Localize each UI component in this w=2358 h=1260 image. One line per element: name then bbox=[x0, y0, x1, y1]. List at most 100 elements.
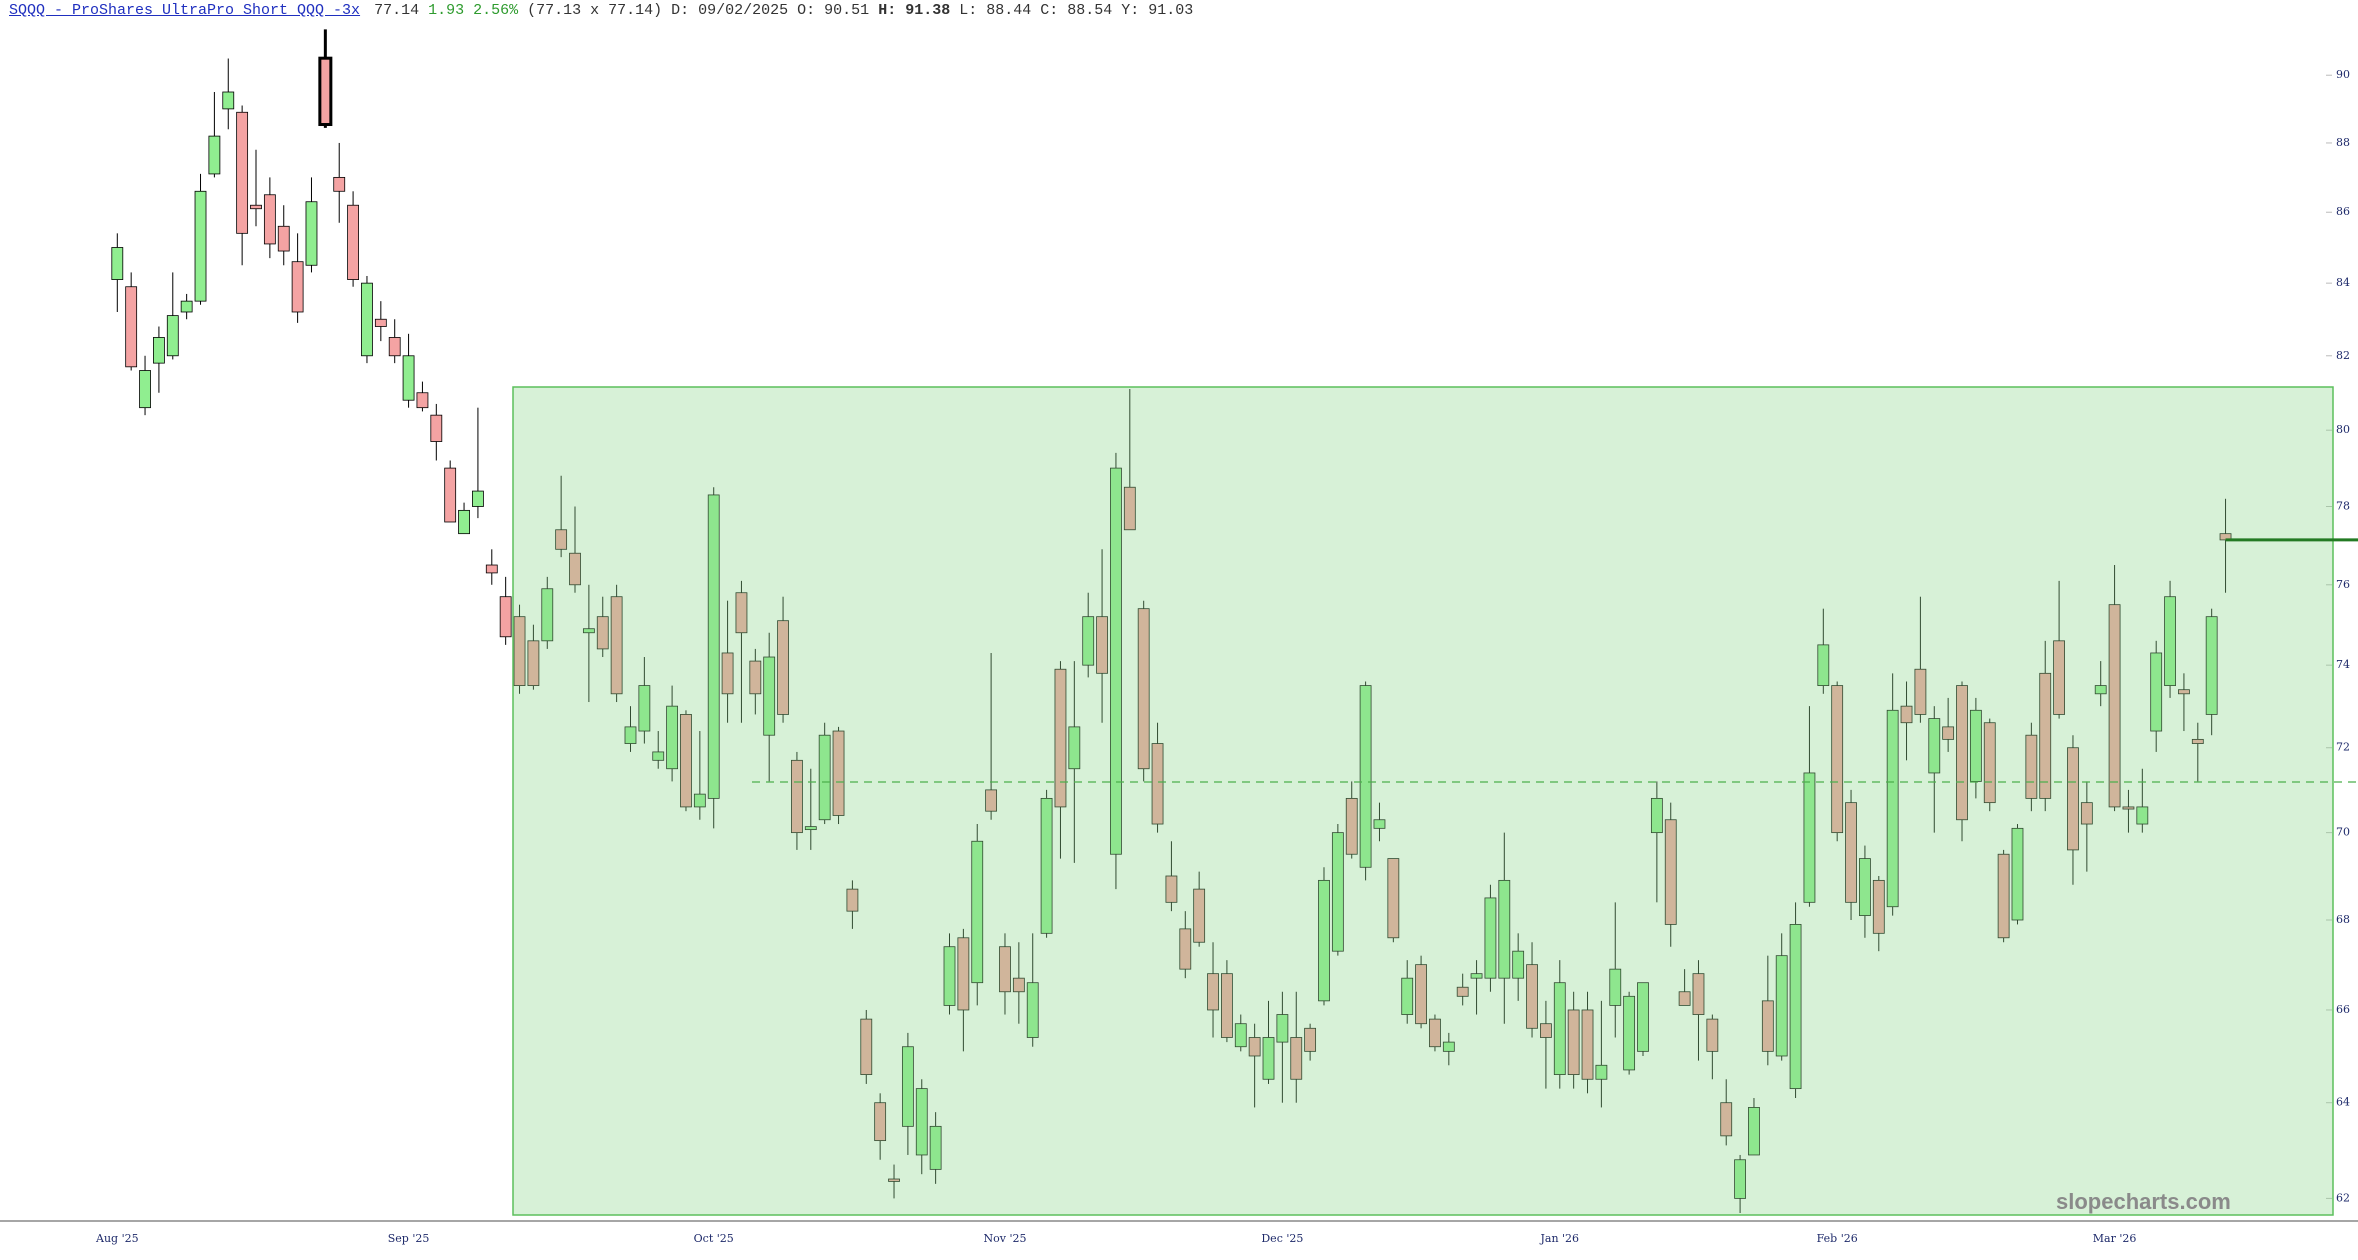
candle-body bbox=[236, 111, 249, 234]
candle-body bbox=[2108, 604, 2121, 808]
candle-body bbox=[985, 789, 998, 812]
candle-body bbox=[1193, 888, 1206, 943]
candle-body bbox=[1456, 986, 1469, 997]
y-tick-label: 78 bbox=[2336, 499, 2350, 512]
candle-body bbox=[2150, 652, 2163, 732]
y-tick-label: 66 bbox=[2336, 1003, 2350, 1016]
candle-body bbox=[763, 656, 776, 736]
candle-body bbox=[1054, 668, 1067, 808]
candle-body bbox=[1096, 616, 1108, 674]
candle-body bbox=[1637, 982, 1649, 1052]
quote: (77.13 x 77.14) bbox=[527, 2, 663, 19]
candle-body bbox=[1262, 1037, 1275, 1080]
candle-body bbox=[1359, 685, 1372, 868]
open: O: 90.51 bbox=[797, 2, 870, 19]
candle-body bbox=[1775, 955, 1788, 1057]
axes: 62 64 66 68 70 72 74 76 78 80 82 84 86 88 90 Aug '25 Sep… bbox=[95, 68, 2350, 1245]
x-tick-label: Nov '25 bbox=[983, 1232, 1026, 1245]
candle-body bbox=[804, 826, 817, 831]
candle-body bbox=[305, 201, 318, 266]
candle-body bbox=[263, 194, 276, 245]
candle-body bbox=[1664, 819, 1677, 925]
candle-body bbox=[915, 1088, 928, 1156]
candle-body bbox=[1609, 968, 1622, 1006]
y-tick-label: 84 bbox=[2336, 276, 2350, 289]
candle-body bbox=[1512, 950, 1525, 979]
candle-body bbox=[1720, 1102, 1733, 1137]
candle-body bbox=[1761, 1000, 1774, 1052]
x-tick-label: Mar '26 bbox=[2093, 1232, 2137, 1245]
candle-body bbox=[2039, 672, 2052, 799]
y-tick-label: 76 bbox=[2336, 578, 2350, 591]
candle-body bbox=[277, 225, 290, 252]
y-tick-label: 88 bbox=[2336, 136, 2350, 149]
candle-body bbox=[1207, 973, 1219, 1011]
y-tick-label: 72 bbox=[2336, 741, 2350, 754]
candle-body bbox=[1110, 467, 1122, 855]
candle-body bbox=[1415, 964, 1427, 1025]
candle-body bbox=[1803, 772, 1816, 903]
candle-body bbox=[1581, 1009, 1594, 1080]
candle-body bbox=[1748, 1107, 1760, 1156]
candle-body bbox=[111, 247, 124, 280]
x-tick-label: Aug '25 bbox=[95, 1232, 139, 1245]
candle-body bbox=[569, 552, 581, 586]
candle-body bbox=[1623, 995, 1636, 1071]
symbol-link[interactable]: SQQQ - ProShares UltraPro Short QQQ -3x bbox=[9, 2, 361, 19]
candle-body bbox=[1678, 991, 1691, 1006]
candle-body bbox=[458, 509, 470, 535]
candle-body bbox=[430, 414, 443, 442]
candle-body bbox=[1276, 1014, 1289, 1043]
candle-body bbox=[1012, 977, 1025, 993]
candle-body bbox=[485, 564, 498, 574]
candle-body bbox=[444, 467, 457, 523]
close: C: 88.54 bbox=[1040, 2, 1113, 19]
candle-body bbox=[2136, 806, 2149, 825]
candle-body bbox=[791, 759, 803, 834]
candle-body bbox=[971, 840, 984, 984]
candle-body bbox=[624, 726, 637, 744]
candle-body bbox=[1123, 486, 1136, 531]
candle-body bbox=[957, 937, 970, 1011]
low: L: 88.44 bbox=[959, 2, 1032, 19]
candle-body bbox=[1831, 685, 1844, 834]
candle-body bbox=[2178, 689, 2190, 695]
candle-body bbox=[596, 616, 609, 650]
candle-body bbox=[582, 628, 595, 634]
candle-body bbox=[846, 888, 859, 912]
candle-body bbox=[888, 1178, 900, 1182]
candle-body bbox=[180, 300, 193, 313]
candle-body bbox=[1983, 722, 1996, 804]
candle-body bbox=[777, 620, 789, 715]
y-tick-label: 80 bbox=[2336, 423, 2350, 436]
candle-body bbox=[2122, 806, 2135, 810]
candle-body bbox=[166, 315, 179, 357]
candle-body bbox=[1734, 1159, 1746, 1199]
candle-body bbox=[333, 176, 346, 192]
candle-body bbox=[1526, 964, 1538, 1029]
candle-body bbox=[860, 1018, 873, 1075]
candle-body bbox=[693, 793, 706, 808]
candle-body bbox=[208, 135, 221, 175]
y-tick-label: 82 bbox=[2336, 349, 2350, 362]
candle-body bbox=[1290, 1037, 1303, 1080]
change-pct: 2.56% bbox=[473, 2, 519, 19]
candle-body bbox=[222, 91, 235, 110]
high: H: 91.38 bbox=[878, 2, 951, 19]
candle-body bbox=[139, 370, 151, 409]
candle-body bbox=[999, 946, 1011, 993]
candle-body bbox=[1845, 802, 1857, 903]
candle-body bbox=[943, 946, 956, 1006]
candle-body bbox=[361, 282, 373, 357]
y-tick-label: 64 bbox=[2336, 1096, 2350, 1109]
y-tick-label: 74 bbox=[2336, 658, 2350, 671]
y-tick-label: 90 bbox=[2336, 68, 2350, 81]
x-tick-label: Sep '25 bbox=[388, 1232, 430, 1245]
candle-body bbox=[1137, 608, 1150, 770]
prev-close: Y: 91.03 bbox=[1121, 2, 1194, 19]
candle-body bbox=[1040, 797, 1053, 934]
candle-body bbox=[1650, 797, 1663, 834]
candle-body bbox=[666, 705, 678, 770]
candle-body bbox=[1900, 705, 1913, 724]
candle-body bbox=[1248, 1037, 1261, 1057]
